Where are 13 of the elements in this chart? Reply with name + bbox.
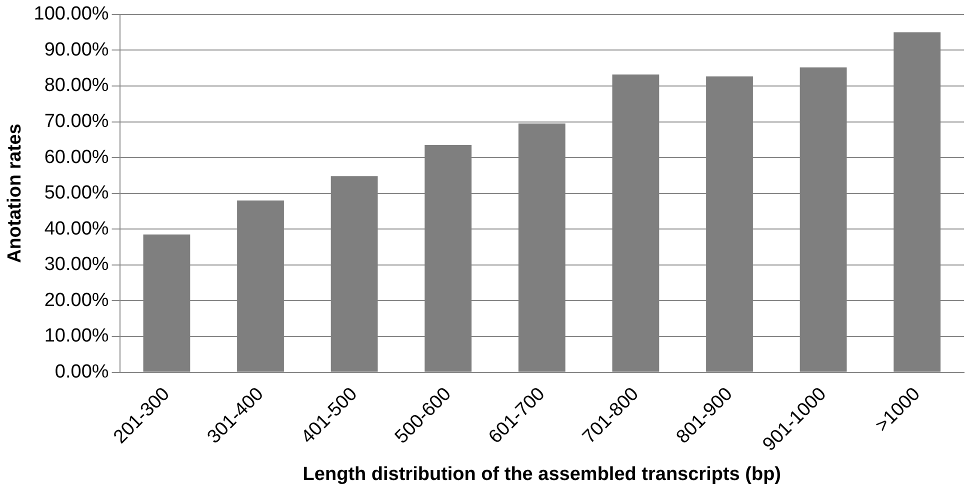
y-tick-label: 10.00% <box>44 326 109 347</box>
y-tick-label: 90.00% <box>44 39 109 60</box>
y-tick-label: 50.00% <box>44 182 109 204</box>
y-tick-label: 60.00% <box>44 146 109 168</box>
x-axis-title: Length distribution of the assembled transcripts (bp) <box>302 464 782 485</box>
y-tick-label: 0.00% <box>54 362 109 383</box>
y-tick-label: 30.00% <box>44 254 109 276</box>
y-tick-label: 80.00% <box>44 75 109 96</box>
y-tick-label: 40.00% <box>44 218 109 240</box>
y-tick-label: 100.00% <box>34 4 109 25</box>
y-tick-label: 70.00% <box>44 111 109 132</box>
y-axis-title: Anotation rates <box>4 124 26 264</box>
y-tick-label: 20.00% <box>44 290 109 311</box>
